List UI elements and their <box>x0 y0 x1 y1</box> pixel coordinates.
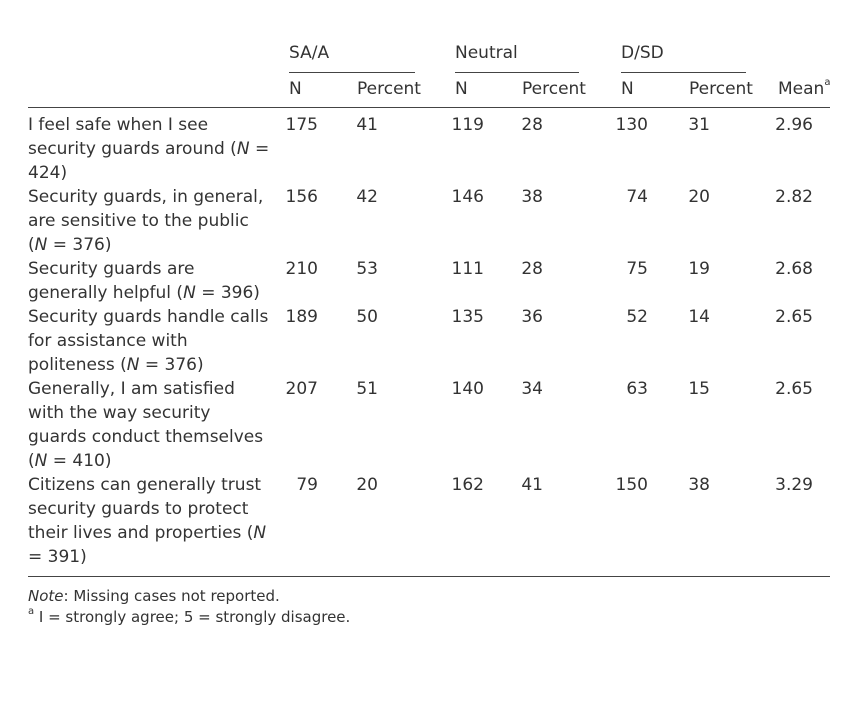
cell-d-sd-percent: 20 <box>688 187 710 207</box>
row-label-n: N <box>126 355 140 375</box>
cell-d-sd-percent: 38 <box>688 475 710 495</box>
cell-neutral-percent: 38 <box>521 187 543 207</box>
row-label-count: = 424) <box>28 139 270 183</box>
cell-d-sd-n: 74 <box>626 187 648 207</box>
cell-d-sd-n: 130 <box>615 115 648 135</box>
group-rule-neutral <box>455 72 579 73</box>
row-label-count: = 376) <box>139 355 204 375</box>
note-label: Note <box>28 587 64 605</box>
cell-d-sd-percent: 14 <box>688 307 710 327</box>
group-rule-d-sd <box>621 72 746 73</box>
row-label: Citizens can generally trust security gu… <box>28 473 273 569</box>
row-label-text: I feel safe when I see security guards a… <box>28 115 237 159</box>
cell-d-sd-n: 75 <box>626 259 648 279</box>
row-label-text: Citizens can generally trust security gu… <box>28 475 262 543</box>
cell-neutral-percent: 28 <box>521 115 543 135</box>
cell-neutral-n: 140 <box>451 379 484 399</box>
row-label-text: Generally, I am satisfied with the way s… <box>28 379 264 471</box>
subheader-mean: Meana <box>778 77 830 101</box>
bottom-rule <box>28 576 830 577</box>
cell-d-sd-n: 150 <box>615 475 648 495</box>
row-label: Security guards are generally helpful (N… <box>28 257 273 305</box>
cell-neutral-percent: 36 <box>521 307 543 327</box>
cell-sa-a-percent: 41 <box>356 115 378 135</box>
row-label: I feel safe when I see security guards a… <box>28 113 273 185</box>
row-label-n: N <box>236 139 250 159</box>
cell-sa-a-percent: 50 <box>356 307 378 327</box>
row-label-count: = 376) <box>47 235 112 255</box>
cell-neutral-n: 146 <box>451 187 484 207</box>
row-label-n: N <box>183 283 196 303</box>
row-label-n: N <box>34 451 48 471</box>
cell-mean: 2.82 <box>775 187 813 207</box>
row-label-text: Security guards, in general, are sensiti… <box>28 187 264 255</box>
row-label-count: = 391) <box>28 547 87 567</box>
cell-sa-a-n: 156 <box>285 187 318 207</box>
cell-sa-a-n: 189 <box>285 307 318 327</box>
row-label-text: Security guards handle calls for assista… <box>28 307 269 375</box>
subheader-percent-2: Percent <box>522 79 586 99</box>
subheader-n-3: N <box>621 79 634 99</box>
subheader-n-2: N <box>455 79 468 99</box>
table-footnote: a I = strongly agree; 5 = strongly disag… <box>28 607 350 628</box>
row-label-count: = 410) <box>47 451 112 471</box>
cell-neutral-percent: 34 <box>521 379 543 399</box>
cell-mean: 2.68 <box>775 259 813 279</box>
row-label-n: N <box>253 523 267 543</box>
subheader-mean-text: Mean <box>778 79 825 99</box>
cell-d-sd-n: 52 <box>626 307 648 327</box>
row-label: Security guards handle calls for assista… <box>28 305 273 377</box>
header-rule <box>28 107 830 108</box>
row-label-count: = 396) <box>195 283 260 303</box>
subheader-percent-3: Percent <box>689 79 753 99</box>
cell-mean: 2.96 <box>775 115 813 135</box>
note-text: : Missing cases not reported. <box>63 587 280 605</box>
subheader-percent-1: Percent <box>357 79 421 99</box>
cell-sa-a-n: 207 <box>285 379 318 399</box>
cell-d-sd-percent: 19 <box>688 259 710 279</box>
row-label-n: N <box>34 235 48 255</box>
cell-sa-a-percent: 42 <box>356 187 378 207</box>
cell-mean: 3.29 <box>775 475 813 495</box>
table-note: Note: Missing cases not reported. <box>28 586 280 607</box>
subheader-n-1: N <box>289 79 302 99</box>
row-label: Generally, I am satisfied with the way s… <box>28 377 273 473</box>
group-header-neutral: Neutral <box>455 43 518 63</box>
cell-d-sd-n: 63 <box>626 379 648 399</box>
group-header-sa-a: SA/A <box>289 43 330 63</box>
cell-sa-a-percent: 53 <box>356 259 378 279</box>
row-label-text: Security guards are generally helpful ( <box>28 259 195 303</box>
footnote-text: I = strongly agree; 5 = strongly disagre… <box>34 608 351 626</box>
cell-d-sd-percent: 31 <box>688 115 710 135</box>
cell-mean: 2.65 <box>775 379 813 399</box>
cell-mean: 2.65 <box>775 307 813 327</box>
cell-sa-a-n: 210 <box>285 259 318 279</box>
cell-neutral-n: 119 <box>451 115 484 135</box>
cell-sa-a-percent: 20 <box>356 475 378 495</box>
cell-neutral-percent: 41 <box>521 475 543 495</box>
cell-neutral-percent: 28 <box>521 259 543 279</box>
cell-sa-a-n: 79 <box>296 475 318 495</box>
group-header-d-sd: D/SD <box>621 43 664 63</box>
group-rule-sa-a <box>289 72 415 73</box>
cell-sa-a-percent: 51 <box>356 379 378 399</box>
subheader-mean-sup: a <box>824 77 831 89</box>
cell-neutral-n: 111 <box>451 259 484 279</box>
cell-sa-a-n: 175 <box>285 115 318 135</box>
cell-neutral-n: 135 <box>451 307 484 327</box>
cell-neutral-n: 162 <box>451 475 484 495</box>
row-label: Security guards, in general, are sensiti… <box>28 185 273 257</box>
footnote-mark: a <box>28 606 35 617</box>
cell-d-sd-percent: 15 <box>688 379 710 399</box>
